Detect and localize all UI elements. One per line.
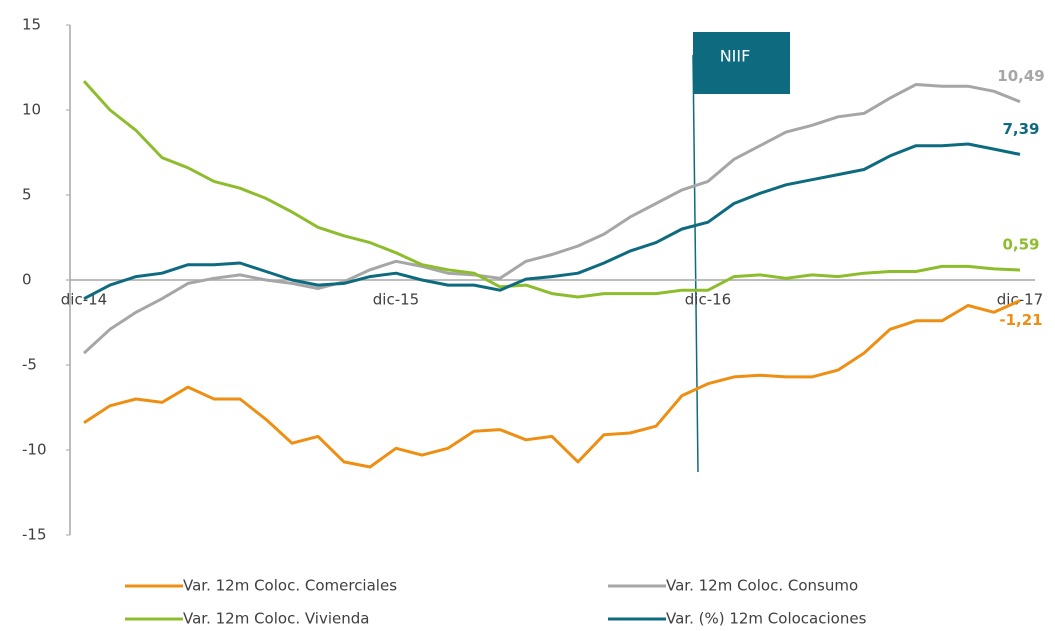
y-tick-label: 5: [22, 186, 32, 204]
series-line: [83, 299, 1021, 469]
series-line: [83, 142, 1021, 301]
series-line: [82, 80, 1021, 299]
annotation-line: [692, 54, 699, 473]
x-tick-label: dic-16: [685, 291, 731, 309]
legend-label: Var. (%) 12m Colocaciones: [666, 610, 867, 628]
y-tick-label: 0: [22, 271, 32, 289]
annotation-text: NIIF: [720, 47, 751, 66]
series-line: [82, 83, 1021, 355]
value-label: 10,49: [997, 67, 1044, 85]
y-tick-label: -10: [22, 441, 47, 459]
value-label: 7,39: [1002, 120, 1039, 138]
y-tick-label: 10: [22, 101, 41, 119]
value-label: 0,59: [1002, 235, 1039, 253]
x-tick-label: dic-15: [373, 291, 419, 309]
y-tick-label: 15: [22, 16, 41, 34]
legend-label: Var. 12m Coloc. Consumo: [666, 577, 858, 595]
x-tick-label: dic-14: [61, 291, 107, 309]
legend-label: Var. 12m Coloc. Comerciales: [183, 577, 397, 595]
value-label: -1,21: [999, 311, 1042, 329]
legend-label: Var. 12m Coloc. Vivienda: [183, 610, 369, 628]
y-tick-label: -15: [22, 526, 47, 544]
x-tick-label: dic-17: [997, 291, 1043, 309]
y-tick-label: -5: [22, 356, 37, 374]
annotation-box: [693, 32, 790, 94]
